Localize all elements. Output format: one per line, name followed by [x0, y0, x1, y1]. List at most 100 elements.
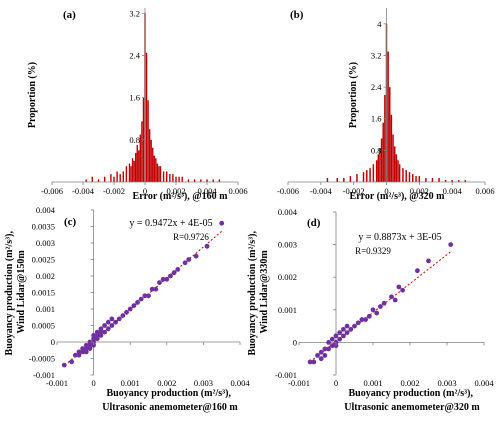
y-tick-labels: -0.001 -0.0005 0 0.0005 0.001 0.0015 0.002 0.00…: [29, 205, 94, 380]
scatter-point: [149, 286, 155, 292]
y-tick-label: -0.001: [275, 370, 297, 380]
scatter-point: [448, 242, 454, 248]
scatter-point: [109, 323, 115, 328]
histogram-bar: [212, 179, 214, 182]
scatter-point: [146, 293, 151, 299]
scatter-point: [94, 336, 100, 342]
histogram-bar: [85, 179, 87, 182]
scatter-point: [318, 356, 324, 362]
y-tick-label: 2.4: [129, 50, 140, 60]
scatter-point: [105, 326, 111, 332]
y-tick-label: 0.0025: [32, 255, 55, 265]
histogram-bar: [110, 174, 112, 182]
y-tick-labels: -0.001 0 0.001 0.002 0.003 0.004: [275, 207, 336, 380]
x-tick-label: 0.003: [194, 378, 213, 388]
y-tick-label: 4: [377, 19, 382, 29]
panel-b: -0.006 -0.004 -0.002 0 0.002 0.004 0.006 0.8 1.…: [277, 8, 495, 202]
histogram-bar: [136, 145, 138, 182]
scatter-point: [204, 243, 210, 249]
scatter-point: [171, 270, 177, 276]
y-axis-title-line-1: Buoyancy production (m²/s³),: [4, 231, 15, 356]
x-tick-labels: -0.006 -0.004 -0.002 0 0.002 0.004 0.006: [41, 182, 248, 196]
scatter-point: [344, 330, 350, 336]
histogram-bar: [366, 170, 368, 182]
y-axis-title-line-2: Wind Lidar@150m: [16, 250, 27, 334]
x-axis-title: Buoyancy production (m²/s³), Ultrasonic …: [102, 388, 238, 413]
scatter-point: [307, 359, 313, 365]
x-tick-label: -0.006: [41, 186, 63, 196]
scatter-point: [94, 333, 100, 338]
histogram-bar: [408, 172, 411, 182]
histogram-bar: [412, 174, 414, 182]
x-tick-label: 0.006: [475, 186, 494, 196]
y-tick-label: 0.002: [36, 271, 55, 281]
x-tick-labels: -0.001 0 0.001 0.002 0.003 0.004: [46, 342, 250, 388]
scatter-point: [120, 313, 126, 318]
histogram-bar: [425, 178, 427, 182]
histogram-bar: [145, 52, 148, 183]
scatter-point: [415, 268, 420, 274]
scatter-point: [87, 339, 93, 345]
panel-label: (b): [290, 9, 304, 21]
histogram-bar: [398, 164, 401, 182]
scatter-point: [322, 353, 328, 358]
histogram-bar: [457, 180, 460, 182]
x-tick-label: 0.002: [166, 186, 185, 196]
y-tick-label: 0.8: [129, 135, 140, 145]
y-tick-labels: 0.8 1.6 2.4 3.2 4: [371, 19, 387, 155]
scatter-point: [333, 343, 339, 349]
x-tick-label: -0.002: [343, 186, 365, 196]
y-axis-title-line-1: Buoyancy production (m²/s³),: [247, 231, 258, 356]
panel-label: (c): [64, 216, 77, 228]
x-tick-label: 0.006: [228, 186, 247, 196]
scatter-point: [326, 346, 331, 352]
panel-label: (d): [307, 217, 321, 229]
histogram-bar: [131, 158, 134, 182]
histogram-bar: [375, 160, 378, 182]
histogram-bar: [369, 168, 371, 182]
histogram-bar: [444, 180, 447, 182]
scatter-point: [116, 316, 122, 322]
scatter-point: [61, 362, 67, 368]
scatter-point: [142, 293, 148, 299]
histogram-bar: [152, 147, 154, 182]
scatter-point: [311, 359, 317, 365]
panel-a: -0.006 -0.004 -0.002 0 0.002 0.004 0.006 0.8 1.…: [27, 8, 248, 202]
x-tick-label: -0.004: [72, 186, 95, 196]
y-tick-label: 0.0015: [32, 288, 55, 298]
histogram-bar: [431, 178, 434, 182]
histogram-bar: [343, 178, 345, 182]
scatter-point: [109, 316, 115, 322]
regression-equation: y = 0.8873x + 3E-05: [358, 232, 441, 243]
x-tick-label: 0.002: [410, 186, 429, 196]
scatter-points: [307, 242, 454, 365]
scatter-point: [124, 309, 129, 315]
y-tick-label: -0.001: [33, 370, 55, 380]
y-tick-label: 0.0005: [32, 321, 55, 331]
scatter-point: [363, 317, 368, 322]
histogram-bar: [218, 179, 221, 182]
regression-equation: y = 0.9472x + 4E-05: [129, 218, 212, 229]
histogram-bar: [393, 146, 396, 182]
histogram-bar: [377, 154, 380, 182]
histogram-bar: [418, 176, 421, 182]
x-tick-label: 0: [334, 378, 338, 388]
scatter-point: [91, 333, 96, 338]
y-tick-label: 0.004: [36, 205, 56, 215]
x-tick-label: 0.003: [437, 378, 456, 388]
x-tick-label: 0.004: [443, 186, 463, 196]
x-tick-label: 0.004: [474, 378, 494, 388]
histogram-bar: [438, 178, 440, 182]
scatter-point: [168, 273, 173, 279]
scatter-point: [392, 297, 398, 303]
histogram-bar: [356, 174, 358, 182]
scatter-point: [91, 336, 96, 342]
x-tick-label: -0.001: [288, 378, 310, 388]
histogram-bar: [162, 171, 165, 182]
scatter-point: [426, 258, 431, 264]
scatter-point: [186, 257, 192, 262]
correlation-label: R=0.9726: [173, 232, 209, 242]
scatter-point: [98, 329, 104, 335]
scatter-point: [76, 349, 82, 355]
scatter-point: [102, 323, 107, 328]
